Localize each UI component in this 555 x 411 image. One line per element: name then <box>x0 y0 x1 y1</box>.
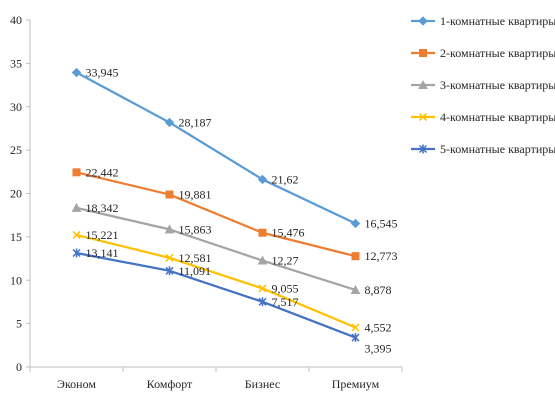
data-point-marker <box>351 252 360 261</box>
data-point-marker <box>351 333 360 343</box>
legend-label-2: 2-комнатные квартиры <box>440 46 555 60</box>
data-label: 13,141 <box>86 246 119 260</box>
series-line-3 <box>75 206 357 292</box>
legend-label-4: 4-комнатные квартиры <box>440 110 555 124</box>
series-line-5 <box>75 251 357 339</box>
y-tick-label: 10 <box>10 273 22 287</box>
data-point-marker <box>258 297 267 307</box>
data-point-marker <box>257 255 268 265</box>
data-label: 18,342 <box>86 201 119 215</box>
x-tick-label: Премиум <box>332 377 380 391</box>
y-tick-label: 0 <box>16 360 22 374</box>
data-point-marker <box>165 190 174 199</box>
legend-label-3: 3-комнатные квартиры <box>440 78 555 92</box>
y-tick-label: 15 <box>10 230 22 244</box>
legend-label-5: 5-комнатные квартиры <box>440 142 555 156</box>
y-tick-label: 25 <box>10 143 22 157</box>
series-line-2 <box>75 171 357 258</box>
series-line-1 <box>75 71 357 225</box>
data-label: 15,476 <box>272 226 305 240</box>
data-point-marker <box>258 284 267 293</box>
data-label: 3,395 <box>365 342 392 356</box>
y-tick-label: 5 <box>16 317 22 331</box>
data-point-marker <box>165 266 174 276</box>
data-label: 4,552 <box>365 321 392 335</box>
data-point-marker <box>72 230 81 239</box>
data-point-marker <box>351 323 360 332</box>
legend-marker-4 <box>418 112 428 122</box>
data-label: 12,773 <box>365 249 398 263</box>
legend-marker-3 <box>418 79 428 89</box>
data-point-marker <box>72 168 81 177</box>
x-tick-label: Комфорт <box>147 377 193 391</box>
legend-marker-2 <box>419 49 427 57</box>
data-point-marker <box>164 224 175 234</box>
data-point-marker <box>165 253 174 262</box>
y-tick-label: 20 <box>10 187 22 201</box>
data-label: 9,055 <box>272 281 299 295</box>
x-tick-label: Эконом <box>57 377 96 391</box>
legend-marker-5 <box>418 144 428 154</box>
data-label: 12,581 <box>179 251 212 265</box>
legend-label-1: 1-комнатные квартиры <box>440 14 555 28</box>
data-point-marker <box>258 228 267 237</box>
data-label: 7,517 <box>272 295 299 309</box>
data-label: 16,545 <box>365 216 398 230</box>
series-line-4 <box>75 233 357 329</box>
legend-marker-1 <box>418 16 428 26</box>
data-point-marker <box>71 67 82 78</box>
y-tick-label: 35 <box>10 56 22 70</box>
data-label: 33,945 <box>86 66 119 80</box>
data-label: 15,863 <box>179 222 212 236</box>
data-label: 11,091 <box>179 264 212 278</box>
data-label: 12,27 <box>272 254 299 268</box>
data-point-marker <box>71 202 82 212</box>
data-point-marker <box>257 174 268 185</box>
data-point-marker <box>72 248 81 258</box>
data-label: 21,62 <box>272 172 299 186</box>
data-label: 28,187 <box>179 115 212 129</box>
data-point-marker <box>164 117 175 128</box>
data-point-marker <box>350 284 361 294</box>
data-label: 22,442 <box>86 165 119 179</box>
data-label: 15,221 <box>86 228 119 242</box>
data-label: 19,881 <box>179 188 212 202</box>
data-label: 8,878 <box>365 283 392 297</box>
y-tick-label: 40 <box>10 13 22 27</box>
data-point-marker <box>350 218 361 229</box>
y-tick-label: 30 <box>10 100 22 114</box>
x-tick-label: Бизнес <box>245 377 280 391</box>
